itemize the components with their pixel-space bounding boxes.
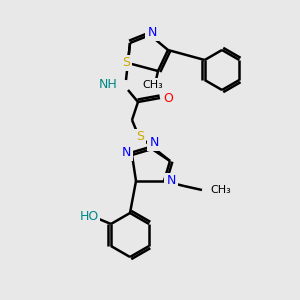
- Text: CH₃: CH₃: [142, 80, 164, 90]
- Text: S: S: [122, 56, 130, 70]
- Text: O: O: [163, 92, 173, 104]
- Text: NH: NH: [99, 79, 118, 92]
- Text: N: N: [147, 26, 157, 40]
- Text: N: N: [121, 146, 131, 160]
- Text: HO: HO: [79, 209, 99, 223]
- Text: CH₃: CH₃: [210, 185, 231, 195]
- Text: N: N: [166, 175, 176, 188]
- Text: S: S: [136, 130, 144, 143]
- Text: N: N: [149, 136, 159, 149]
